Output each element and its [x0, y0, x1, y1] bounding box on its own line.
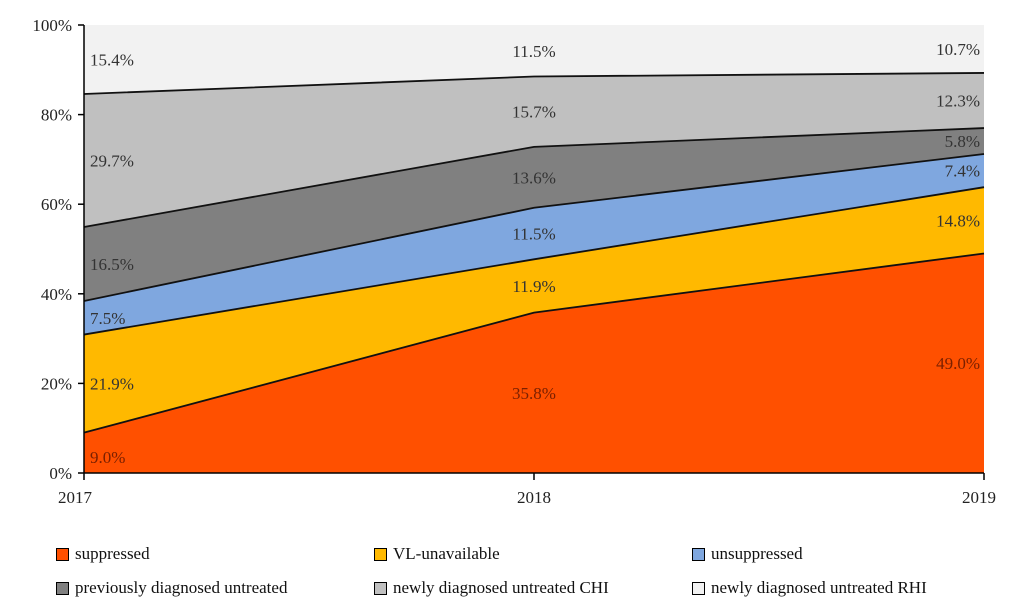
data-label-previously-diagnosed-untreated: 16.5%	[90, 255, 134, 274]
legend-item-unsuppressed: unsuppressed	[692, 544, 1012, 564]
border-suppressed	[83, 252, 985, 434]
data-label-newly-diagnosed-untreated-rhi: 11.5%	[512, 42, 555, 61]
legend-label: newly diagnosed untreated CHI	[393, 578, 609, 597]
legend-label: newly diagnosed untreated RHI	[711, 578, 927, 597]
border-vl-unavailable	[83, 186, 985, 336]
data-label-newly-diagnosed-untreated-chi: 12.3%	[936, 91, 980, 110]
legend-item-previously-diagnosed-untreated: previously diagnosed untreated	[56, 578, 374, 598]
legend-label: suppressed	[75, 544, 150, 563]
data-label-vl-unavailable: 11.9%	[512, 277, 555, 296]
y-tick-label: 20%	[41, 374, 72, 393]
y-tick-label: 40%	[41, 285, 72, 304]
data-label-newly-diagnosed-untreated-chi: 15.7%	[512, 103, 556, 122]
data-label-previously-diagnosed-untreated: 5.8%	[945, 132, 980, 151]
data-label-suppressed: 9.0%	[90, 448, 125, 467]
border-unsuppressed	[83, 153, 985, 302]
legend-label: unsuppressed	[711, 544, 803, 563]
data-label-suppressed: 49.0%	[936, 354, 980, 373]
legend-swatch	[692, 547, 705, 561]
data-label-newly-diagnosed-untreated-rhi: 15.4%	[90, 50, 134, 69]
y-tick-label: 0%	[49, 464, 72, 483]
data-label-unsuppressed: 7.5%	[90, 309, 125, 328]
y-tick-label: 100%	[32, 16, 72, 35]
legend-row-1: suppressed VL-unavailable unsuppressed	[56, 537, 1016, 571]
legend-swatch	[374, 547, 387, 561]
legend-item-newly-diagnosed-untreated-chi: newly diagnosed untreated CHI	[374, 578, 692, 598]
area-vl-unavailable	[84, 187, 984, 433]
legend-item-suppressed: suppressed	[56, 544, 374, 564]
data-label-newly-diagnosed-untreated-chi: 29.7%	[90, 152, 134, 171]
area-previously-diagnosed-untreated	[84, 128, 984, 301]
legend-swatch	[374, 581, 387, 595]
data-label-vl-unavailable: 21.9%	[90, 375, 134, 394]
legend-label: previously diagnosed untreated	[75, 578, 288, 597]
legend-swatch	[692, 581, 705, 595]
data-label-suppressed: 35.8%	[512, 384, 556, 403]
area-suppressed	[84, 253, 984, 473]
data-label-previously-diagnosed-untreated: 13.6%	[512, 168, 556, 187]
area-newly-diagnosed-untreated-chi	[84, 72, 984, 228]
data-label-newly-diagnosed-untreated-rhi: 10.7%	[936, 40, 980, 59]
data-label-unsuppressed: 11.5%	[512, 225, 555, 244]
legend-row-2: previously diagnosed untreated newly dia…	[56, 571, 1016, 605]
series-borders	[83, 72, 985, 434]
legend-swatch	[56, 581, 69, 595]
stacked-area-chart: 0% 20% 40% 60% 80% 100% 2017 2018 2019 9.0% 35.8%…	[32, 16, 996, 507]
y-tick-label: 80%	[41, 106, 72, 125]
data-label-vl-unavailable: 14.8%	[936, 211, 980, 230]
legend: suppressed VL-unavailable unsuppressed p…	[56, 537, 1016, 605]
legend-item-vl-unavailable: VL-unavailable	[374, 544, 692, 564]
data-label-unsuppressed: 7.4%	[945, 162, 980, 181]
x-tick-label: 2017	[58, 488, 93, 507]
area-newly-diagnosed-untreated-rhi	[84, 25, 984, 94]
data-labels: 9.0% 35.8% 49.0% 21.9% 11.9% 14.8% 7.5% 11.5% 7.…	[90, 40, 980, 467]
area-layers	[84, 25, 984, 473]
axes: 0% 20% 40% 60% 80% 100% 2017 2018 2019	[32, 16, 996, 507]
legend-label: VL-unavailable	[393, 544, 500, 563]
x-tick-label: 2018	[517, 488, 551, 507]
y-tick-label: 60%	[41, 195, 72, 214]
border-newly-diagnosed-untreated-chi	[83, 72, 985, 95]
area-unsuppressed	[84, 154, 984, 335]
x-tick-label: 2019	[962, 488, 996, 507]
border-previously-diagnosed-untreated	[83, 127, 985, 228]
legend-swatch	[56, 547, 69, 561]
legend-item-newly-diagnosed-untreated-rhi: newly diagnosed untreated RHI	[692, 578, 1012, 598]
